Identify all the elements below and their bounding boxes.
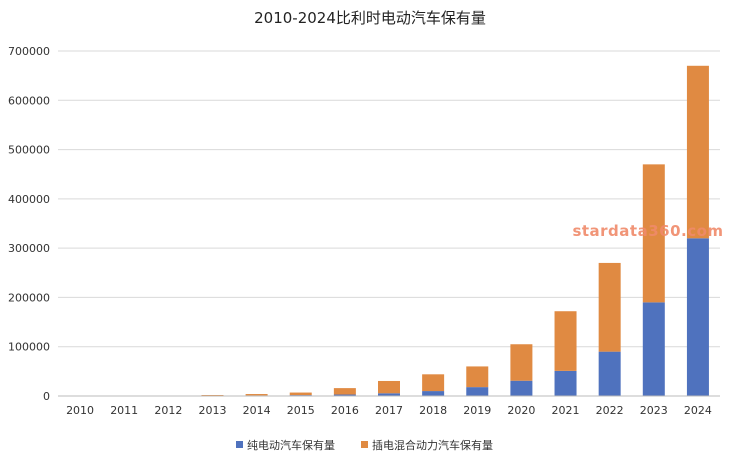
- x-tick-label: 2019: [463, 404, 491, 417]
- x-tick-label: 2010: [66, 404, 94, 417]
- bar-phev-2023: [642, 164, 665, 303]
- bar-bev-2022: [598, 351, 621, 396]
- bar-bev-2024: [686, 238, 709, 396]
- legend: 纯电动汽车保有量 插电混合动力汽车保有量: [236, 438, 493, 452]
- grid-lines: [58, 50, 720, 348]
- x-axis-ticks: 2010 2011 2012 2013 2014 2015 2016 2017 2018 2019…: [66, 404, 712, 417]
- bar-phev-2015: [289, 392, 312, 396]
- x-tick-label: 2024: [684, 404, 712, 417]
- bar-phev-2017: [378, 380, 400, 394]
- x-tick-label: 2014: [243, 404, 271, 417]
- x-tick-label: 2021: [552, 404, 580, 417]
- bar-phev-2022: [598, 262, 621, 352]
- bar-bev-2019: [466, 387, 489, 396]
- bar-bev-2017: [378, 393, 400, 396]
- bar-bev-2020: [510, 380, 533, 396]
- bar-phev-2021: [554, 311, 577, 371]
- bar-phev-2018: [422, 374, 445, 392]
- x-tick-label: 2020: [507, 404, 535, 417]
- y-axis-ticks: 0 100000 200000 300000 400000 500000 600000 700…: [8, 45, 50, 403]
- x-tick-label: 2011: [110, 404, 138, 417]
- legend-label: 插电混合动力汽车保有量: [372, 438, 493, 452]
- bar-phev-2013: [201, 395, 224, 396]
- x-tick-label: 2012: [154, 404, 182, 417]
- y-tick-label: 0: [43, 390, 50, 403]
- y-tick-label: 700000: [8, 45, 50, 58]
- watermark: stardata360.com: [572, 222, 723, 240]
- bar-phev-2024: [686, 65, 709, 239]
- x-tick-label: 2015: [287, 404, 315, 417]
- x-tick-label: 2018: [419, 404, 447, 417]
- bars: [113, 65, 709, 396]
- bar-phev-2020: [510, 344, 533, 381]
- bar-bev-2021: [554, 370, 577, 396]
- x-tick-label: 2013: [198, 404, 226, 417]
- x-tick-label: 2017: [375, 404, 403, 417]
- x-tick-label: 2023: [640, 404, 668, 417]
- x-tick-label: 2022: [596, 404, 624, 417]
- y-tick-label: 200000: [8, 291, 50, 304]
- legend-swatch: [236, 441, 243, 448]
- bar-bev-2023: [642, 302, 665, 396]
- legend-label: 纯电动汽车保有量: [247, 438, 335, 452]
- bar-phev-2016: [333, 388, 356, 395]
- x-tick-label: 2016: [331, 404, 359, 417]
- y-tick-label: 400000: [8, 193, 50, 206]
- legend-swatch: [361, 441, 368, 448]
- y-tick-label: 600000: [8, 94, 50, 107]
- y-tick-label: 100000: [8, 341, 50, 354]
- y-tick-label: 300000: [8, 242, 50, 255]
- chart-title: 2010-2024比利时电动汽车保有量: [254, 9, 486, 27]
- bar-bev-2018: [422, 391, 445, 396]
- bar-bev-2016: [333, 394, 356, 396]
- bar-phev-2019: [466, 366, 489, 388]
- bar-phev-2014: [245, 394, 268, 396]
- y-tick-label: 500000: [8, 144, 50, 157]
